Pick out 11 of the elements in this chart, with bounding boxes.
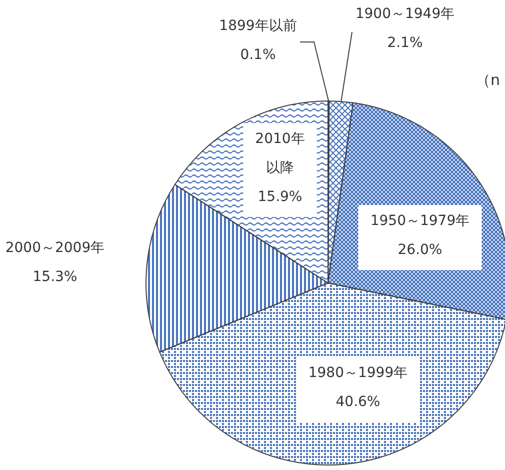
slice-label: 1900～1949年 bbox=[355, 6, 455, 22]
data-label: 0.1% bbox=[240, 47, 276, 63]
data-label: 15.9% bbox=[258, 189, 302, 205]
slice-label: 1980～1999年 bbox=[308, 365, 408, 381]
data-label: 2.1% bbox=[387, 35, 423, 51]
slice-label: 2010年以降 bbox=[255, 131, 305, 176]
slice-label: 1950～1979年 bbox=[370, 213, 470, 229]
data-label: 26.0% bbox=[398, 242, 442, 258]
data-label: 40.6% bbox=[336, 394, 380, 410]
slice-label: 1899年以前 bbox=[219, 18, 297, 34]
text: （n bbox=[475, 71, 500, 89]
